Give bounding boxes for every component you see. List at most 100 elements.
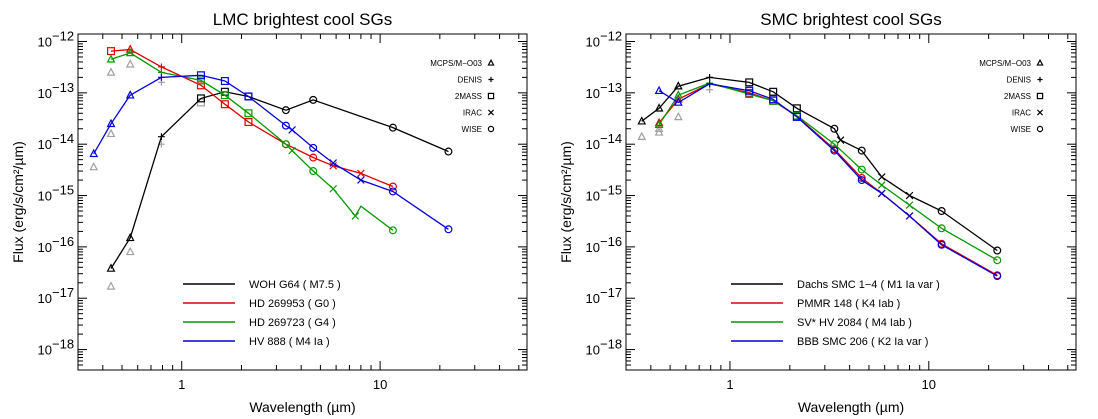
data-point (106, 54, 116, 63)
instrument-label: IRAC (463, 109, 482, 118)
data-point (196, 94, 205, 103)
instrument-marker (1037, 76, 1043, 83)
data-point (993, 256, 1002, 265)
data-point (877, 189, 886, 198)
data-point (830, 146, 839, 155)
data-point (769, 87, 778, 96)
data-point (857, 146, 866, 155)
data-point (309, 143, 318, 152)
data-point (993, 246, 1002, 255)
instrument-label: DENIS (1007, 76, 1031, 85)
chart-title: SMC brightest cool SGs (760, 10, 941, 29)
series-1 (637, 73, 1002, 255)
series-1 (106, 87, 453, 272)
y-tick-label: 10 (586, 86, 600, 101)
instrument-marker (487, 58, 495, 66)
legend-label: PMMR 148 ( K4 Iab ) (797, 298, 900, 310)
data-point (444, 147, 453, 156)
legend-label: HD 269723 ( G4 ) (249, 317, 336, 329)
grey-point (106, 67, 116, 76)
series-line (110, 52, 394, 231)
instrument-marker (1036, 58, 1044, 66)
data-point (351, 212, 360, 220)
data-point (357, 169, 365, 178)
series-legend: Dachs SMC 1−4 ( M1 Ia var ) PMMR 148 ( K4… (731, 279, 940, 348)
data-point (444, 225, 453, 234)
y-tick-exponent: −18 (600, 337, 622, 352)
data-point (937, 224, 946, 233)
data-point (388, 182, 397, 191)
data-point (329, 161, 338, 170)
legend-label: BBB SMC 206 ( K2 Ia var ) (797, 336, 928, 348)
data-point (357, 176, 365, 184)
data-point (673, 97, 683, 106)
series-line (93, 74, 449, 230)
instrument-marker (1036, 92, 1044, 100)
y-tick-exponent: −15 (52, 183, 74, 198)
data-point (288, 126, 296, 134)
instrument-label: 2MASS (455, 92, 482, 101)
y-tick-label: 10 (38, 343, 52, 358)
data-point (309, 95, 318, 104)
y-tick-label: 10 (38, 189, 52, 204)
data-point (769, 95, 778, 104)
series-line (658, 82, 998, 261)
data-point (196, 71, 205, 80)
chart-title: LMC brightest cool SGs (213, 10, 393, 29)
y-axis-label: Flux (erg/s/cm²/µm) (558, 141, 574, 263)
series-3 (654, 79, 1002, 265)
data-point (125, 44, 135, 53)
y-tick-label: 10 (586, 343, 600, 358)
x-axis-label: Wavelength (µm) (798, 399, 904, 415)
y-tick-exponent: −17 (52, 285, 74, 300)
series-line (658, 83, 998, 276)
data-point (792, 112, 801, 121)
legend-label: HV 888 ( M4 Ia ) (249, 336, 330, 348)
data-point (937, 240, 946, 249)
x-tick-label: 10 (373, 377, 387, 392)
instrument-marker (1036, 125, 1044, 133)
data-point (329, 185, 338, 193)
data-point (244, 92, 253, 101)
data-point (905, 201, 914, 209)
legend-label: WOH G64 ( M7.5 ) (249, 279, 341, 291)
instrument-legend: MCPS/M−O03 DENIS 2MASS IRAC WISE (430, 58, 495, 134)
instrument-label: MCPS/M−O03 (979, 59, 1031, 68)
data-point (220, 77, 229, 86)
legend-label: SV* HV 2084 ( M4 Iab ) (797, 317, 912, 329)
data-point (706, 73, 714, 81)
data-point (220, 91, 229, 100)
y-tick-exponent: −14 (52, 131, 74, 146)
y-tick-label: 10 (38, 86, 52, 101)
y-tick-exponent: −16 (600, 234, 622, 249)
series-3 (106, 47, 397, 235)
series-4 (89, 71, 453, 234)
y-tick-label: 10 (586, 137, 600, 152)
y-tick-exponent: −12 (52, 29, 74, 44)
grey-point (706, 86, 714, 94)
data-point (106, 263, 116, 272)
y-tick-label: 10 (586, 240, 600, 255)
data-point (288, 146, 296, 155)
y-axis-label: Flux (erg/s/cm²/µm) (10, 141, 26, 263)
instrument-label: MCPS/M−O03 (430, 59, 482, 68)
plot-frame (625, 33, 1077, 371)
grey-point (89, 161, 99, 171)
series-4 (654, 80, 1002, 281)
data-point (905, 212, 914, 220)
y-tick-exponent: −12 (600, 29, 622, 44)
plot-frame (77, 33, 528, 371)
data-point (309, 153, 318, 162)
y-tick-exponent: −15 (600, 183, 622, 198)
data-point (281, 121, 290, 130)
y-tick-exponent: −17 (600, 285, 622, 300)
instrument-marker (487, 92, 495, 100)
data-point (673, 81, 683, 90)
data-point (857, 176, 866, 185)
series-legend: WOH G64 ( M7.5 ) HD 269953 ( G0 ) HD 26972… (183, 279, 341, 348)
instrument-marker (1036, 109, 1044, 116)
series-line (658, 83, 998, 277)
data-point (125, 232, 135, 242)
instrument-marker (487, 125, 495, 133)
